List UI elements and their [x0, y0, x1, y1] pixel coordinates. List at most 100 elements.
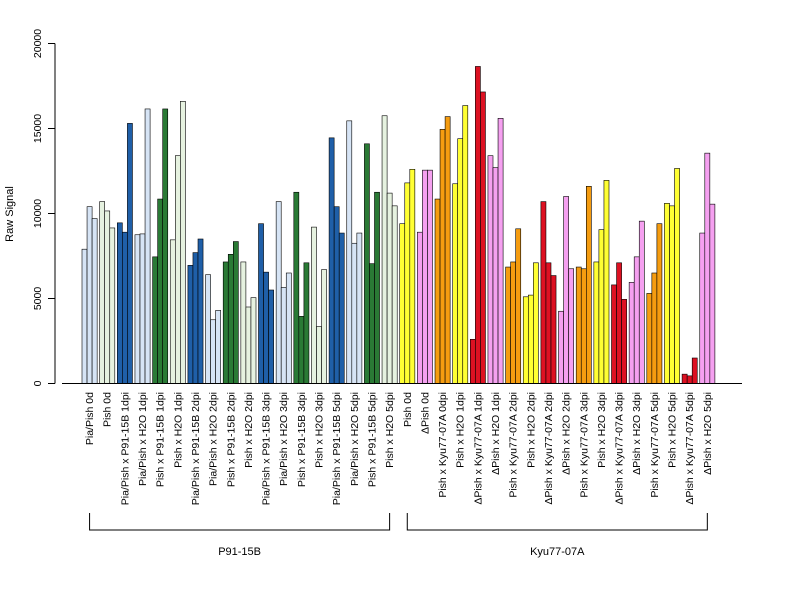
bar [603, 180, 610, 384]
y-tick-label: 0 [32, 380, 44, 386]
bar [674, 168, 680, 384]
bar [439, 129, 446, 384]
bar [311, 226, 317, 384]
bar [258, 223, 264, 384]
bar [527, 294, 534, 384]
x-tick-label: Pish x P91-15B 1dpi [155, 392, 167, 487]
bar [611, 284, 617, 384]
bar [404, 182, 411, 384]
x-tick-label: Pia/Pish x P91-15B 3dpi [261, 392, 273, 505]
x-tick-label: Pish x Kyu77-07A 3dpi [578, 392, 590, 498]
bar [709, 203, 716, 384]
bar [391, 205, 398, 384]
bar [522, 296, 529, 384]
group-brackets: P91-15B Kyu77-07A [89, 513, 708, 558]
bar [497, 118, 504, 384]
x-tick-label: ΔPish 0d [419, 392, 431, 434]
bar [628, 282, 635, 384]
bar [180, 101, 186, 384]
bar [169, 239, 176, 384]
bar [293, 191, 300, 384]
bar [540, 201, 547, 384]
bar [457, 138, 464, 384]
bar [505, 266, 511, 384]
bar [664, 203, 670, 384]
bar [691, 357, 698, 384]
x-axis: Pia/Pish 0d Pish 0d Pia/Pish x P91-15B 1dp… [62, 383, 742, 505]
bar [215, 310, 221, 384]
x-tick-label: Pish x H2O 5dpi [667, 392, 679, 468]
group-bracket [406, 513, 708, 531]
bar [86, 206, 93, 384]
bar [480, 91, 486, 384]
bar [81, 248, 88, 384]
x-tick-label: Pish 0d [402, 392, 414, 427]
bar [638, 220, 645, 384]
bar [280, 287, 287, 384]
bar [364, 143, 370, 384]
bar [492, 167, 499, 384]
group-bracket [89, 513, 391, 531]
bar [245, 306, 252, 384]
bar [91, 218, 98, 384]
bar [268, 289, 274, 384]
y-axis-title: Raw Signal [4, 186, 16, 242]
x-tick-label: Pia/Pish x P91-15B 2dpi [190, 392, 202, 505]
bar [285, 272, 292, 384]
x-tick-label: Pish x H2O 1dpi [455, 392, 467, 468]
bar [233, 241, 239, 384]
bar [356, 232, 363, 384]
bar [704, 152, 711, 384]
bars-layer [81, 66, 716, 384]
bar [545, 262, 552, 384]
y-tick-label: 5000 [32, 287, 44, 311]
bar [575, 266, 582, 384]
bar [469, 338, 476, 384]
bar [263, 271, 269, 384]
x-tick-label: Pish x H2O 3dpi [314, 392, 326, 468]
bar [192, 252, 199, 384]
x-tick-label: Pish x H2O 2dpi [525, 392, 537, 468]
bar [303, 262, 310, 384]
bar [333, 206, 340, 384]
bar [444, 116, 451, 384]
bar [134, 234, 141, 384]
x-tick-label: ΔPish x Kyu77-07A 2dpi [543, 392, 555, 505]
x-tick-label: ΔPish x H2O 3dpi [631, 392, 643, 475]
x-tick-label: Pia/Pish x H2O 2dpi [208, 392, 220, 486]
bar [222, 261, 229, 384]
bar [550, 275, 557, 384]
x-tick-label: ΔPish x Kyu77-07A 3dpi [614, 392, 626, 505]
bar [122, 231, 128, 384]
bar [399, 223, 406, 384]
x-tick-label: ΔPish x H2O 5dpi [702, 392, 714, 475]
bar [651, 272, 658, 384]
bar [681, 373, 688, 384]
bar [162, 108, 169, 384]
y-tick-label: 20000 [32, 29, 44, 58]
bar [298, 316, 305, 384]
bar [127, 123, 133, 384]
bar [210, 319, 216, 384]
bar [533, 262, 539, 384]
x-tick-label: Pish x P91-15B 5dpi [366, 392, 378, 487]
group-label: P91-15B [218, 546, 261, 558]
bar [646, 293, 653, 384]
x-tick-label: Pia/Pish x P91-15B 5dpi [331, 392, 343, 505]
x-tick-label: ΔPish x Kyu77-07A 5dpi [684, 392, 696, 505]
x-tick-label: Pish x H2O 1dpi [172, 392, 184, 468]
bar [580, 268, 587, 384]
x-tick-label: Pish x P91-15B 2dpi [225, 392, 237, 487]
bar [585, 186, 592, 384]
bar [205, 274, 211, 384]
bar [633, 256, 640, 384]
x-tick-label: Pish x H2O 2dpi [243, 392, 255, 468]
group-label: Kyu77-07A [530, 546, 585, 558]
bar [558, 310, 564, 384]
bar [109, 227, 116, 384]
bar [568, 268, 575, 384]
bar [669, 205, 675, 384]
bar [686, 375, 693, 384]
x-tick-label: Pia/Pish x H2O 3dpi [278, 392, 290, 486]
bar [510, 261, 516, 384]
